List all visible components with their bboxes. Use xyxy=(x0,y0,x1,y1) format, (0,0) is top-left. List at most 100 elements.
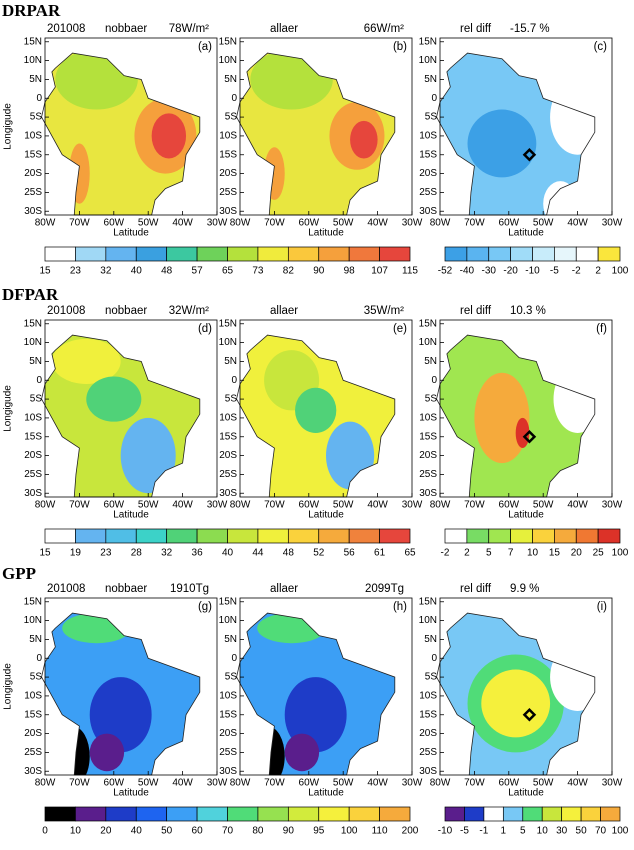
colorbar-label: -5 xyxy=(550,266,559,277)
colorbar-box xyxy=(561,806,582,822)
colorbar-box xyxy=(502,806,524,822)
y-tick-label: 30S xyxy=(419,488,437,499)
y-tick-label: 10N xyxy=(219,615,237,626)
y-tick-label: 0 xyxy=(431,375,437,386)
y-tick-label: 10S xyxy=(219,691,237,702)
map-region xyxy=(481,669,551,738)
y-tick-label: 25S xyxy=(219,747,237,758)
x-tick-label: 80W xyxy=(230,500,251,511)
x-tick-label: 40W xyxy=(172,218,193,229)
panel-name: nobbaer xyxy=(105,23,147,35)
colorbar-label: 100 xyxy=(341,826,358,837)
y-tick-label: 15N xyxy=(219,36,237,47)
y-tick-label: 25S xyxy=(419,747,437,758)
y-tick-label: 30S xyxy=(219,488,237,499)
colorbar-box xyxy=(257,528,289,544)
x-tick-label: 60W xyxy=(299,500,320,511)
panel-name: rel diff xyxy=(460,583,492,595)
colorbar-label: -5 xyxy=(460,826,469,837)
colorbar-label: 10 xyxy=(70,826,82,837)
coastline xyxy=(436,52,596,216)
x-tick-label: 60W xyxy=(299,778,320,789)
colorbar-box xyxy=(75,528,107,544)
colorbar-box xyxy=(488,528,511,544)
y-tick-label: 5S xyxy=(225,672,238,683)
colorbar-label: 44 xyxy=(252,548,264,559)
y-tick-label: 10N xyxy=(219,55,237,66)
colorbar-label: 100 xyxy=(612,826,629,837)
x-tick-label: 50W xyxy=(533,778,554,789)
colorbar-label: 40 xyxy=(222,548,234,559)
y-tick-label: 0 xyxy=(431,653,437,664)
colorbar-label: 70 xyxy=(595,826,607,837)
colorbar-box xyxy=(44,806,76,822)
x-axis-label: Latitude xyxy=(508,510,544,521)
colorbar-box xyxy=(379,806,411,822)
panel-total: 1910Tg xyxy=(170,583,209,595)
x-tick-label: 40W xyxy=(567,218,588,229)
y-tick-label: 10S xyxy=(24,131,42,142)
colorbar-box xyxy=(575,246,599,262)
frame xyxy=(239,319,413,498)
y-tick-label: 15S xyxy=(219,149,237,160)
panel-letter: (a) xyxy=(198,41,212,53)
map xyxy=(45,53,200,215)
x-axis-label: Latitude xyxy=(508,228,544,239)
frame xyxy=(439,37,613,216)
colorbar-box xyxy=(532,528,555,544)
y-tick-label: 25S xyxy=(24,187,42,198)
colorbar-label: 57 xyxy=(192,266,204,277)
coastline xyxy=(41,334,201,498)
panel-total: 9.9 % xyxy=(510,583,539,595)
map-region xyxy=(350,120,378,159)
panel-letter: (h) xyxy=(393,601,407,613)
colorbar-label: -10 xyxy=(438,826,453,837)
colorbar-label: 10 xyxy=(527,548,539,559)
y-tick-label: 5S xyxy=(225,112,238,123)
y-tick-label: 15N xyxy=(219,318,237,329)
map-region xyxy=(86,376,142,422)
frame xyxy=(439,319,613,498)
x-tick-label: 60W xyxy=(104,500,125,511)
panel-letter: (b) xyxy=(393,41,407,53)
panel-letter: (d) xyxy=(198,323,212,335)
map-region xyxy=(89,733,125,772)
y-axis-label: Longigude xyxy=(3,663,14,710)
y-tick-label: 15N xyxy=(24,596,42,607)
x-tick-label: 80W xyxy=(430,500,451,511)
x-tick-label: 40W xyxy=(567,778,588,789)
colorbar-label: 19 xyxy=(70,548,82,559)
map-region xyxy=(51,338,121,385)
y-tick-label: 30S xyxy=(219,766,237,777)
colorbar-box xyxy=(444,246,468,262)
y-tick-label: 10S xyxy=(24,691,42,702)
y-tick-label: 10S xyxy=(419,131,437,142)
panel-date: 201008 xyxy=(47,583,85,595)
x-tick-label: 60W xyxy=(499,218,520,229)
x-tick-label: 80W xyxy=(35,778,56,789)
panel-name: nobbaer xyxy=(105,305,147,317)
y-tick-label: 5N xyxy=(29,356,42,367)
y-tick-label: 15N xyxy=(419,596,437,607)
map-region xyxy=(62,613,131,644)
x-tick-label: 80W xyxy=(35,218,56,229)
map-region xyxy=(89,677,152,753)
map xyxy=(240,53,395,215)
y-tick-label: 5S xyxy=(425,672,438,683)
colorbar-label: 23 xyxy=(100,548,112,559)
colorbar-label: 107 xyxy=(371,266,388,277)
y-tick-label: 0 xyxy=(231,375,237,386)
panel-date: 201008 xyxy=(47,23,85,35)
x-tick-label: 40W xyxy=(367,778,388,789)
x-tick-label: 30W xyxy=(602,778,623,789)
colorbar-label: 60 xyxy=(192,826,204,837)
y-tick-label: 10S xyxy=(419,413,437,424)
x-tick-label: 70W xyxy=(69,500,90,511)
colorbar-box xyxy=(105,528,137,544)
colorbar-box xyxy=(318,246,350,262)
colorbar-label: 40 xyxy=(131,826,143,837)
y-tick-label: 30S xyxy=(419,206,437,217)
colorbar-box xyxy=(257,806,289,822)
colorbar-box xyxy=(105,246,137,262)
